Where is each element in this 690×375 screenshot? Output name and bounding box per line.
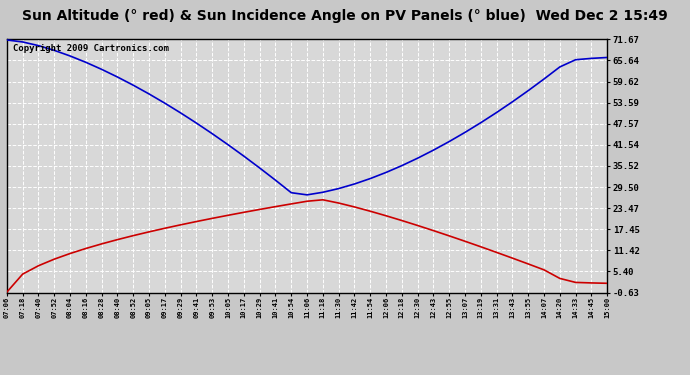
Text: Copyright 2009 Cartronics.com: Copyright 2009 Cartronics.com bbox=[13, 45, 169, 54]
Text: Sun Altitude (° red) & Sun Incidence Angle on PV Panels (° blue)  Wed Dec 2 15:4: Sun Altitude (° red) & Sun Incidence Ang… bbox=[22, 9, 668, 23]
